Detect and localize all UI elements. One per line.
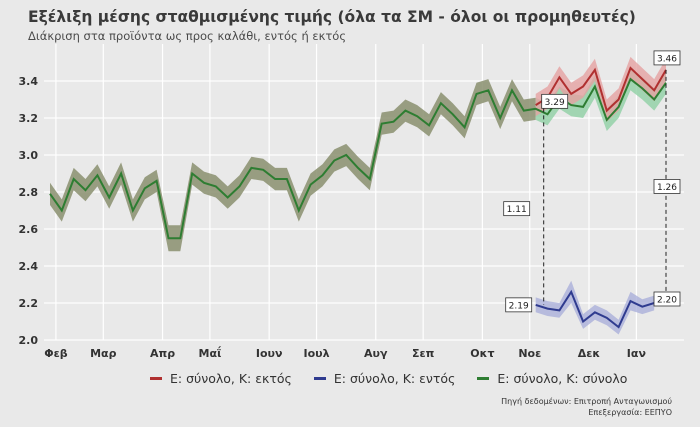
chart-subtitle: Διάκριση στα προϊόντα ως προς καλάθι, εν… [28,29,347,43]
y-tick-label: 2.4 [19,260,39,273]
annotation-label: 3.46 [657,54,677,64]
x-tick-label: Ιουν [256,347,283,360]
series-line-outside[interactable] [535,66,667,113]
x-tick-label: Ιουλ [304,347,330,360]
legend-item-outside[interactable]: Ε: σύνολο, Κ: εκτός [150,371,292,386]
x-tick-label: Νοε [518,347,541,360]
y-tick-label: 3.4 [19,75,39,88]
legend-swatch-outside [150,377,162,380]
x-tick-label: Φεβ [44,347,67,360]
annotation-box [503,201,531,217]
band-total-early [50,79,536,252]
annotation-box [653,179,681,194]
annotation-box [505,297,533,313]
annotation-label: 2.19 [509,301,529,311]
legend-item-inside[interactable]: Ε: σύνολο, Κ: εντός [313,371,456,386]
x-tick-label: Μαΐ [199,346,223,360]
y-tick-label: 2.0 [19,334,39,347]
source-note: Πηγή δεδομένων: Επιτροπή Ανταγωνισμού Επ… [501,396,672,418]
annotation-box [653,50,681,66]
legend-label-total: Ε: σύνολο, Κ: σύνολο [497,371,628,386]
x-tick-label: Αυγ [364,347,388,360]
annotation-label: 1.26 [657,183,677,193]
x-tick-label: Οκτ [470,347,494,360]
legend-label-outside: Ε: σύνολο, Κ: εκτός [170,371,292,386]
annotation-label: 1.11 [507,205,527,215]
x-tick-label: Μαρ [90,347,117,360]
x-tick-label: Σεπ [412,347,435,360]
source-line-processing: Επεξεργασία: ΕΕΠΥΟ [588,408,672,417]
y-tick-label: 3.0 [19,149,39,162]
legend-swatch-inside [313,377,326,380]
x-tick-label: Δεκ [578,347,601,360]
annotation-label: 2.20 [657,296,677,306]
series-line-inside[interactable] [535,289,655,329]
legend-item-total[interactable]: Ε: σύνολο, Κ: σύνολο [477,371,627,386]
x-tick-label: Ιαν [627,347,646,360]
legend-swatch-total [477,377,490,380]
y-tick-label: 2.8 [19,186,39,199]
y-tick-label: 2.2 [19,297,39,310]
y-tick-label: 3.2 [19,112,39,125]
chart-legend: Ε: σύνολο, Κ: εκτός Ε: σύνολο, Κ: εντός … [150,371,627,386]
source-line-data: Πηγή δεδομένων: Επιτροπή Ανταγωνισμού [501,397,672,406]
y-tick-label: 2.6 [19,223,39,236]
x-tick-label: Απρ [150,347,175,360]
annotation-box [653,291,681,307]
annotation-box [541,93,569,109]
chart-title: Εξέλιξη μέσης σταθμισμένης τιμής (όλα τα… [28,8,636,26]
legend-label-inside: Ε: σύνολο, Κ: εντός [333,371,456,386]
band-inside [535,280,655,335]
annotation-label: 3.29 [545,98,565,108]
